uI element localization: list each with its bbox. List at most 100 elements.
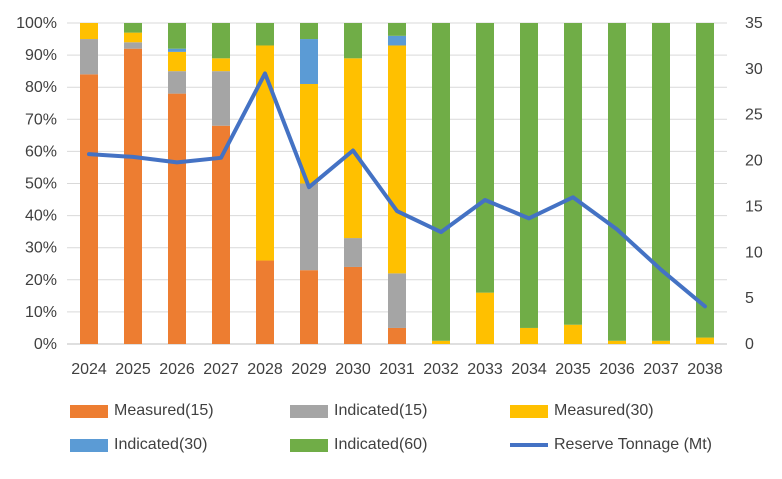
bar-measured-30 bbox=[300, 83, 318, 184]
left-tick-label: 100% bbox=[16, 15, 57, 32]
bar-measured-30 bbox=[476, 292, 494, 344]
right-tick-label: 35 bbox=[745, 15, 763, 32]
x-tick-label: 2034 bbox=[511, 361, 547, 378]
x-tick-label: 2024 bbox=[71, 361, 107, 378]
legend-item-indicated-60: Indicated(60) bbox=[290, 436, 427, 454]
bar-indicated-60 bbox=[696, 23, 714, 338]
bar-indicated-30 bbox=[168, 48, 186, 52]
bar-measured-15 bbox=[124, 48, 142, 345]
bar-indicated-15 bbox=[168, 71, 186, 94]
right-tick-label: 20 bbox=[745, 153, 763, 170]
bar-indicated-15 bbox=[124, 42, 142, 49]
bar-indicated-15 bbox=[80, 39, 98, 75]
bar-measured-30 bbox=[564, 324, 582, 344]
bar-measured-30 bbox=[696, 337, 714, 344]
legend-label: Indicated(15) bbox=[334, 402, 428, 419]
stacked-bars bbox=[80, 23, 714, 345]
bar-indicated-30 bbox=[300, 39, 318, 84]
left-axis-ticks: 0% 10% 20% 30% 40% 50% 60% 70% 80% 90% 100% bbox=[16, 15, 57, 353]
bar-indicated-60 bbox=[168, 23, 186, 49]
legend-item-indicated-15: Indicated(15) bbox=[290, 402, 427, 420]
bar-indicated-60 bbox=[476, 23, 494, 293]
x-tick-label: 2038 bbox=[687, 361, 723, 378]
bar-measured-15 bbox=[168, 93, 186, 345]
right-tick-label: 5 bbox=[745, 290, 754, 307]
bar-indicated-60 bbox=[652, 23, 670, 341]
bar-measured-30 bbox=[432, 340, 450, 344]
x-tick-label: 2033 bbox=[467, 361, 503, 378]
bar-measured-15 bbox=[344, 266, 362, 344]
legend-swatch bbox=[70, 438, 108, 452]
x-tick-label: 2035 bbox=[555, 361, 591, 378]
right-tick-label: 25 bbox=[745, 107, 763, 124]
bar-measured-15 bbox=[300, 270, 318, 344]
x-tick-label: 2032 bbox=[423, 361, 459, 378]
left-tick-label: 30% bbox=[25, 240, 57, 257]
bar-measured-15 bbox=[388, 327, 406, 344]
left-tick-label: 70% bbox=[25, 111, 57, 128]
left-tick-label: 60% bbox=[25, 143, 57, 160]
bar-indicated-60 bbox=[300, 23, 318, 40]
legend-line-swatch bbox=[510, 443, 548, 447]
x-tick-label: 2031 bbox=[379, 361, 415, 378]
bar-indicated-60 bbox=[256, 23, 274, 46]
legend-item-indicated-30: Indicated(30) bbox=[70, 436, 207, 454]
bar-indicated-30 bbox=[388, 35, 406, 46]
bar-measured-30 bbox=[344, 58, 362, 239]
bar-measured-30 bbox=[168, 51, 186, 72]
bar-indicated-60 bbox=[520, 23, 538, 328]
bar-measured-30 bbox=[80, 23, 98, 40]
bar-indicated-60 bbox=[212, 23, 230, 59]
bar-indicated-60 bbox=[608, 23, 626, 341]
legend-label: Measured(30) bbox=[554, 402, 654, 419]
bar-indicated-15 bbox=[300, 183, 318, 271]
reserve-tonnage-line-group bbox=[87, 71, 707, 309]
bar-measured-30 bbox=[256, 45, 274, 261]
bar-indicated-15 bbox=[344, 238, 362, 267]
x-axis-ticks: 2024 2025 2026 2027 2028 2029 2030 2031 2032 2033… bbox=[71, 361, 723, 378]
bar-indicated-60 bbox=[124, 23, 142, 33]
legend-swatch bbox=[290, 404, 328, 418]
bar-measured-30 bbox=[212, 58, 230, 72]
legend-label: Indicated(60) bbox=[334, 436, 428, 453]
legend-swatch bbox=[510, 404, 548, 418]
bar-measured-30 bbox=[608, 340, 626, 344]
right-tick-label: 10 bbox=[745, 244, 763, 261]
bar-indicated-15 bbox=[212, 71, 230, 126]
legend-item-reserve-tonnage: Reserve Tonnage (Mt) bbox=[510, 436, 712, 454]
left-tick-label: 20% bbox=[25, 272, 57, 289]
bar-indicated-60 bbox=[432, 23, 450, 341]
left-tick-label: 90% bbox=[25, 47, 57, 64]
x-tick-label: 2029 bbox=[291, 361, 327, 378]
bar-measured-15 bbox=[80, 74, 98, 345]
bar-measured-30 bbox=[388, 45, 406, 274]
bar-measured-30 bbox=[652, 340, 670, 344]
left-tick-label: 40% bbox=[25, 208, 57, 225]
x-tick-label: 2037 bbox=[643, 361, 679, 378]
legend-label: Indicated(30) bbox=[114, 436, 208, 453]
x-tick-label: 2025 bbox=[115, 361, 151, 378]
right-tick-label: 30 bbox=[745, 61, 763, 78]
right-tick-label: 15 bbox=[745, 198, 763, 215]
bar-indicated-60 bbox=[388, 23, 406, 36]
left-tick-label: 80% bbox=[25, 79, 57, 96]
bar-measured-30 bbox=[520, 327, 538, 344]
x-tick-label: 2030 bbox=[335, 361, 371, 378]
bar-measured-15 bbox=[256, 260, 274, 344]
legend-label: Reserve Tonnage (Mt) bbox=[554, 436, 712, 453]
right-axis-ticks: 0 5 10 15 20 25 30 35 bbox=[745, 15, 763, 353]
bar-indicated-60 bbox=[564, 23, 582, 325]
bar-measured-30 bbox=[124, 32, 142, 43]
x-tick-label: 2027 bbox=[203, 361, 239, 378]
reserve-tonnage-line bbox=[87, 71, 707, 309]
bar-indicated-15 bbox=[388, 273, 406, 328]
x-tick-label: 2036 bbox=[599, 361, 635, 378]
legend-item-measured-30: Measured(30) bbox=[510, 402, 654, 420]
x-tick-label: 2026 bbox=[159, 361, 195, 378]
legend-label: Measured(15) bbox=[114, 402, 214, 419]
legend-swatch bbox=[290, 438, 328, 452]
left-tick-label: 50% bbox=[25, 176, 57, 193]
bar-measured-15 bbox=[212, 125, 230, 344]
